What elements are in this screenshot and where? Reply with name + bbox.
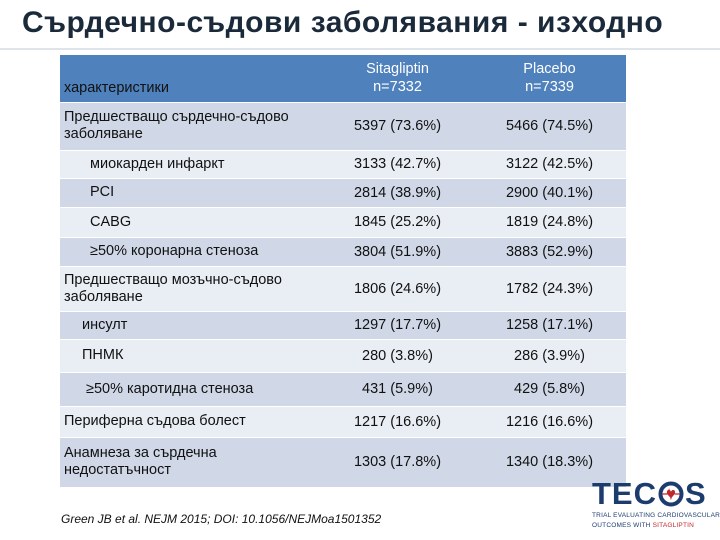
placebo-value: 2900 (40.1%) xyxy=(473,177,626,207)
table-row: миокарден инфаркт 3133 (42.7%) 3122 (42.… xyxy=(60,149,626,178)
table-header-row: характеристики Sitagliptin n=7332 Placeb… xyxy=(60,55,626,102)
logo-word-left: TEC xyxy=(592,476,657,511)
row-label: CABG xyxy=(60,206,322,237)
placebo-value: 5466 (74.5%) xyxy=(473,101,626,150)
logo-tagline-2a: OUTCOMES WITH xyxy=(592,522,651,529)
table-row: ≥50% каротидна стеноза 431 (5.9%) 429 (5… xyxy=(60,371,626,406)
logo-wordmark: TEC S xyxy=(592,478,706,510)
row-label: Предшестващо мозъчно-съдово заболяване xyxy=(60,265,322,311)
sitagliptin-value: 3804 (51.9%) xyxy=(322,236,473,266)
table-row: CABG 1845 (25.2%) 1819 (24.8%) xyxy=(60,206,626,237)
placebo-value: 3122 (42.5%) xyxy=(473,149,626,178)
placebo-value: 1782 (24.3%) xyxy=(473,265,626,311)
sitagliptin-value: 1297 (17.7%) xyxy=(322,310,473,339)
row-label: инсулт xyxy=(60,310,322,339)
title-divider xyxy=(0,48,720,50)
logo-tagline-2: OUTCOMES WITH SITAGLIPTIN xyxy=(592,522,706,530)
baseline-table: характеристики Sitagliptin n=7332 Placeb… xyxy=(60,55,626,487)
table-row: Предшестващо мозъчно-съдово заболяване 1… xyxy=(60,265,626,311)
header-placebo: Placebo n=7339 xyxy=(473,55,626,102)
sitagliptin-value: 3133 (42.7%) xyxy=(322,149,473,178)
row-label: ПНМК xyxy=(60,338,322,372)
placebo-n: n=7339 xyxy=(525,79,574,96)
placebo-value: 1258 (17.1%) xyxy=(473,310,626,339)
sitagliptin-value: 1806 (24.6%) xyxy=(322,265,473,311)
sitagliptin-value: 431 (5.9%) xyxy=(322,371,473,406)
tecos-logo: TEC S TRIAL EVALUATING CARDIOVASCULAR OU… xyxy=(592,478,720,532)
sitagliptin-value: 280 (3.8%) xyxy=(322,338,473,372)
row-label: миокарден инфаркт xyxy=(60,149,322,178)
placebo-value: 1216 (16.6%) xyxy=(473,405,626,437)
row-label: ≥50% каротидна стеноза xyxy=(60,371,322,406)
header-sitagliptin: Sitagliptin n=7332 xyxy=(322,55,473,102)
sitagliptin-value: 1303 (17.8%) xyxy=(322,436,473,487)
sitagliptin-label: Sitagliptin xyxy=(366,61,429,78)
table-row: Периферна съдова болест 1217 (16.6%) 121… xyxy=(60,405,626,437)
placebo-label: Placebo xyxy=(523,61,576,78)
logo-tagline-2b: SITAGLIPTIN xyxy=(652,522,695,529)
sitagliptin-value: 5397 (73.6%) xyxy=(322,101,473,150)
row-label: PCI xyxy=(60,177,322,207)
sitagliptin-value: 1217 (16.6%) xyxy=(322,405,473,437)
placebo-value: 1340 (18.3%) xyxy=(473,436,626,487)
row-label: Анамнеза за сърдечна недостатъчност xyxy=(60,436,322,487)
logo-word-right: S xyxy=(685,476,707,511)
table-row: Предшестващо сърдечно-съдово заболяване … xyxy=(60,101,626,150)
placebo-value: 286 (3.9%) xyxy=(473,338,626,372)
logo-heart-o-icon xyxy=(658,481,684,507)
table-row: PCI 2814 (38.9%) 2900 (40.1%) xyxy=(60,177,626,207)
table-row: ≥50% коронарна стеноза 3804 (51.9%) 3883… xyxy=(60,236,626,266)
table-row: инсулт 1297 (17.7%) 1258 (17.1%) xyxy=(60,310,626,339)
sitagliptin-value: 1845 (25.2%) xyxy=(322,206,473,237)
sitagliptin-value: 2814 (38.9%) xyxy=(322,177,473,207)
row-label: Периферна съдова болест xyxy=(60,405,322,437)
logo-tagline-1: TRIAL EVALUATING CARDIOVASCULAR xyxy=(592,512,720,519)
placebo-value: 429 (5.8%) xyxy=(473,371,626,406)
row-label: Предшестващо сърдечно-съдово заболяване xyxy=(60,101,322,150)
table-row: Анамнеза за сърдечна недостатъчност 1303… xyxy=(60,436,626,487)
table-row: ПНМК 280 (3.8%) 286 (3.9%) xyxy=(60,338,626,372)
placebo-value: 3883 (52.9%) xyxy=(473,236,626,266)
placebo-value: 1819 (24.8%) xyxy=(473,206,626,237)
citation-footnote: Green JB et al. NEJM 2015; DOI: 10.1056/… xyxy=(61,512,382,526)
row-label: ≥50% коронарна стеноза xyxy=(60,236,322,266)
slide-title: Сърдечно-съдови заболявания - изходно xyxy=(22,6,664,39)
header-characteristics: характеристики xyxy=(64,79,169,96)
sitagliptin-n: n=7332 xyxy=(373,79,422,96)
